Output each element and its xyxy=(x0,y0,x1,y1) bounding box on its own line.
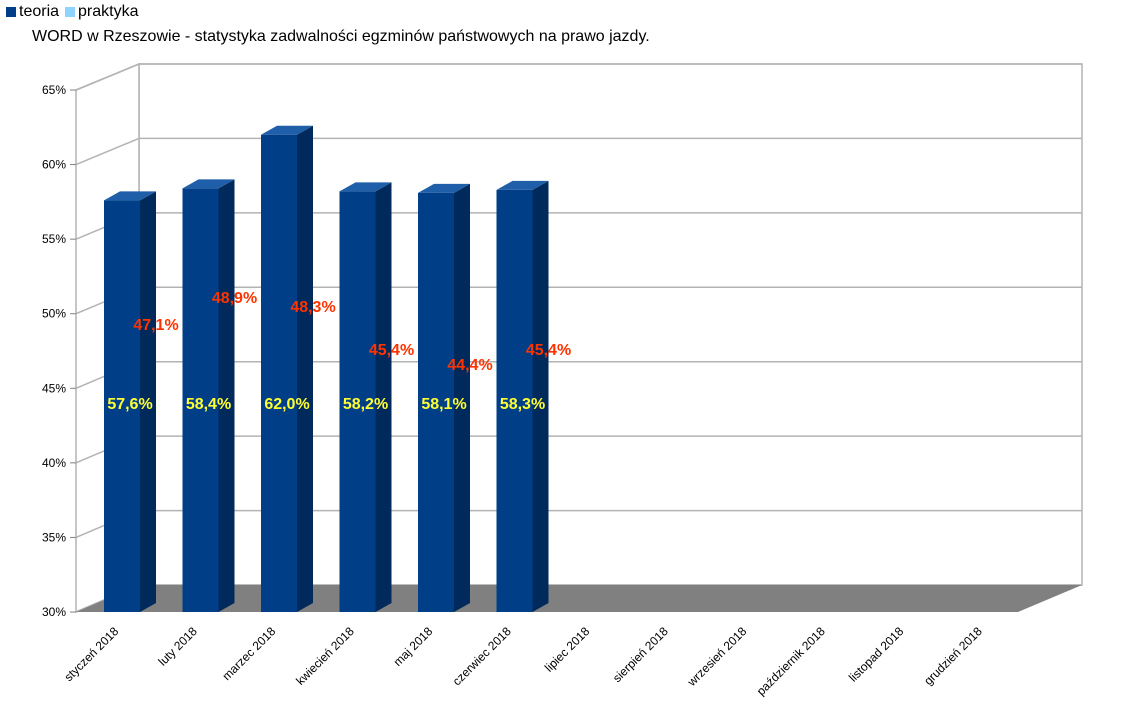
bar-teoria-5-side xyxy=(532,180,549,612)
x-tick-label: październik 2018 xyxy=(754,624,828,698)
legend-item-teoria: teoria xyxy=(6,3,59,21)
chart-title: WORD w Rzeszowie - statystyka zadwalnośc… xyxy=(32,28,650,45)
floor-plane xyxy=(76,585,1082,612)
data-labels: 57,6% 47,1% 58,4% 48,9% 62,0% 48,3% 58,2% 45,4%… xyxy=(107,290,571,413)
x-tick-label: styczeń 2018 xyxy=(61,624,121,684)
legend-label-praktyka: praktyka xyxy=(78,3,139,20)
x-tick-label: maj 2018 xyxy=(391,624,436,669)
bar-teoria-5-front xyxy=(496,189,533,612)
legend-swatch-praktyka xyxy=(65,7,76,17)
data-label-teoria: 62,0% xyxy=(264,396,309,413)
bar-teoria-3 xyxy=(339,182,392,612)
bar-teoria-0 xyxy=(104,191,156,612)
bar-teoria-2-front xyxy=(261,134,297,612)
data-label-teoria: 58,4% xyxy=(186,396,231,413)
bar-teoria-2-side xyxy=(297,125,313,612)
y-tick-label: 55% xyxy=(42,232,66,246)
y-tick-label: 30% xyxy=(42,605,66,619)
bar-teoria-5-top xyxy=(496,180,549,190)
data-label-praktyka: 44,4% xyxy=(447,357,492,374)
x-tick-label: luty 2018 xyxy=(156,624,201,669)
y-tick-label: 40% xyxy=(42,456,66,470)
bar-teoria-0-front xyxy=(104,200,140,612)
bar-teoria-2 xyxy=(261,125,313,612)
legend-swatch-teoria xyxy=(6,7,16,17)
data-label-praktyka: 48,3% xyxy=(290,299,335,316)
x-tick-label: czerwiec 2018 xyxy=(450,624,514,688)
data-label-teoria: 58,1% xyxy=(421,396,466,413)
data-label-teoria: 57,6% xyxy=(107,396,152,413)
data-label-teoria: 58,2% xyxy=(343,396,388,413)
y-axis-ticks: 30% 35% 40% 45% 50% 55% 60% 65% xyxy=(42,83,76,619)
bars xyxy=(104,125,549,613)
gridline-side xyxy=(75,137,140,166)
bar-teoria-4 xyxy=(418,183,470,612)
legend-item-praktyka: praktyka xyxy=(65,3,139,21)
legend-label-teoria: teoria xyxy=(19,3,60,20)
y-tick-label: 60% xyxy=(42,158,66,172)
bar-teoria-4-top xyxy=(418,183,470,193)
x-tick-label: listopad 2018 xyxy=(846,624,907,685)
bar-teoria-4-front xyxy=(418,192,454,612)
y-tick-label: 65% xyxy=(42,83,66,97)
legend: teoria praktyka xyxy=(6,3,145,21)
bar-teoria-1-side xyxy=(218,179,235,613)
x-tick-label: marzec 2018 xyxy=(219,624,278,683)
bar-teoria-0-side xyxy=(140,191,156,612)
x-tick-label: sierpień 2018 xyxy=(610,624,671,685)
data-label-praktyka: 47,1% xyxy=(133,317,178,334)
y-tick-label: 50% xyxy=(42,307,66,321)
bar-teoria-1-top xyxy=(182,179,235,189)
bar-teoria-3-side xyxy=(375,182,392,612)
bar-teoria-0-top xyxy=(104,191,156,201)
x-axis-ticks: styczeń 2018 luty 2018 marzec 2018 kwiecień… xyxy=(61,624,985,698)
bar-teoria-3-front xyxy=(339,191,376,612)
x-tick-label: lipiec 2018 xyxy=(542,624,593,675)
data-label-praktyka: 45,4% xyxy=(369,342,414,359)
y-tick-label: 35% xyxy=(42,530,66,544)
data-label-praktyka: 45,4% xyxy=(526,342,571,359)
bar-teoria-1 xyxy=(182,179,235,613)
bar-teoria-4-side xyxy=(454,183,470,612)
x-tick-label: kwiecień 2018 xyxy=(293,624,357,688)
data-label-teoria: 58,3% xyxy=(500,396,545,413)
x-tick-label: grudzień 2018 xyxy=(921,624,985,688)
gridline-side xyxy=(75,63,140,91)
y-tick-label: 45% xyxy=(42,381,66,395)
data-label-praktyka: 48,9% xyxy=(212,290,257,307)
x-tick-label: wrzesień 2018 xyxy=(684,624,750,690)
bar-teoria-3-top xyxy=(339,182,392,192)
bar-teoria-1-front xyxy=(182,188,219,613)
chart-floor xyxy=(76,585,1082,612)
bar-teoria-2-top xyxy=(261,125,313,135)
bar-teoria-5 xyxy=(496,180,549,612)
